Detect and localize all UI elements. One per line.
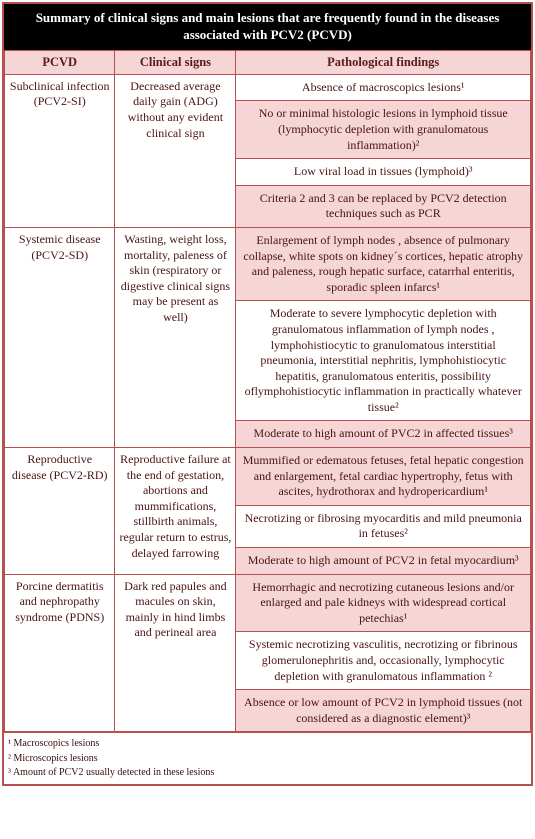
cell-findings: Absence of macroscopics lesions¹No or mi… [236,74,531,227]
cell-pcvd: Reproductive disease (PCV2-RD) [5,448,115,575]
cell-signs: Wasting, weight loss, mortality, palenes… [115,227,236,447]
table-row: Porcine dermatitis and nephropathy syndr… [5,574,531,732]
finding-item: Moderate to high amount of PVC2 in affec… [236,421,530,447]
table-container: Summary of clinical signs and main lesio… [2,2,533,786]
header-row: PCVD Clinical signs Pathological finding… [5,50,531,74]
cell-findings: Mummified or edematous fetuses, fetal he… [236,448,531,575]
finding-item: Hemorrhagic and necrotizing cutaneous le… [236,575,530,633]
finding-item: No or minimal histologic lesions in lymp… [236,101,530,159]
table-title: Summary of clinical signs and main lesio… [4,4,531,50]
finding-item: Mummified or edematous fetuses, fetal he… [236,448,530,506]
finding-item: Systemic necrotizing vasculitis, necroti… [236,632,530,690]
cell-findings: Enlargement of lymph nodes , absence of … [236,227,531,447]
cell-signs: Dark red papules and macules on skin,mai… [115,574,236,732]
pcvd-table: PCVD Clinical signs Pathological finding… [4,50,531,733]
finding-item: Moderate to severe lymphocytic depletion… [236,301,530,421]
cell-signs: Reproductive failure at the end of gesta… [115,448,236,575]
header-signs: Clinical signs [115,50,236,74]
cell-pcvd: Subclinical infection (PCV2-SI) [5,74,115,227]
header-findings: Pathological findings [236,50,531,74]
header-pcvd: PCVD [5,50,115,74]
footnote-line: ³ Amount of PCV2 usually detected in the… [8,766,527,780]
finding-item: Absence of macroscopics lesions¹ [236,75,530,102]
footnotes: ¹ Macroscopics lesions² Microscopics les… [4,732,531,784]
finding-item: Enlargement of lymph nodes , absence of … [236,228,530,301]
finding-item: Criteria 2 and 3 can be replaced by PCV2… [236,186,530,227]
finding-item: Moderate to high amount of PCV2 in fetal… [236,548,530,574]
footnote-line: ¹ Macroscopics lesions [8,737,527,751]
finding-item: Necrotizing or fibrosing myocarditis and… [236,506,530,548]
cell-pcvd: Porcine dermatitis and nephropathy syndr… [5,574,115,732]
footnote-line: ² Microscopics lesions [8,752,527,766]
cell-pcvd: Systemic disease (PCV2-SD) [5,227,115,447]
cell-signs: Decreased average daily gain (ADG) witho… [115,74,236,227]
finding-item: Low viral load in tissues (lymphoid)³ [236,159,530,186]
table-row: Reproductive disease (PCV2-RD)Reproducti… [5,448,531,575]
finding-item: Absence or low amount of PCV2 in lymphoi… [236,690,530,731]
table-row: Subclinical infection (PCV2-SI)Decreased… [5,74,531,227]
table-row: Systemic disease (PCV2-SD)Wasting, weigh… [5,227,531,447]
cell-findings: Hemorrhagic and necrotizing cutaneous le… [236,574,531,732]
